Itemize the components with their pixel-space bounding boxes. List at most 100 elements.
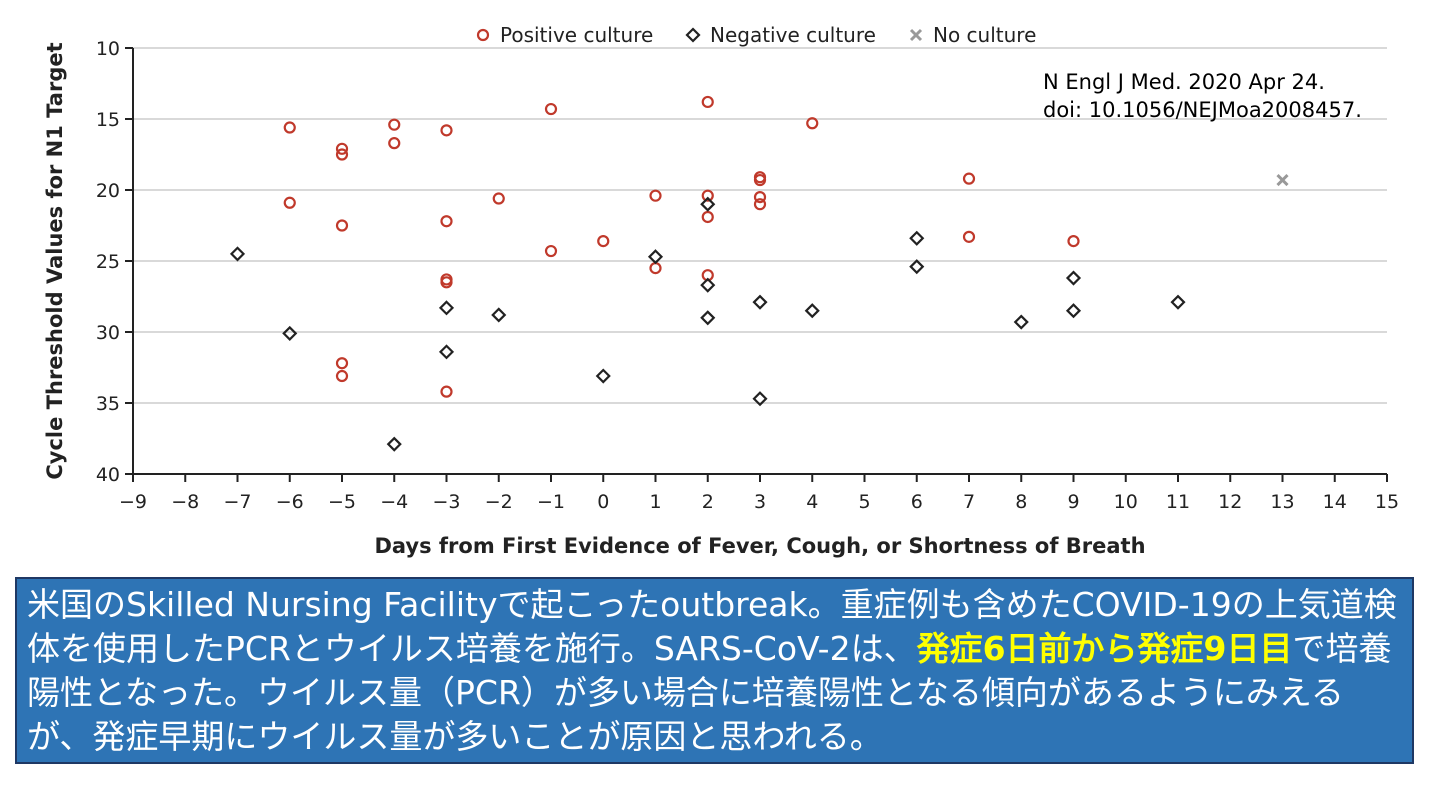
negative-culture-point [595, 368, 611, 384]
x-tick-label: 0 [597, 491, 609, 513]
y-tick-label: 20 [96, 180, 120, 202]
positive-culture-point [806, 117, 819, 130]
negative-culture-point [1013, 314, 1029, 330]
negative-culture-point [438, 344, 455, 360]
grid-lines [133, 47, 1387, 404]
negative-culture-point [229, 246, 246, 262]
no-culture-point [1276, 173, 1289, 187]
y-tick-label: 25 [96, 251, 120, 273]
negative-culture-point [700, 277, 716, 293]
x-tick-label: 6 [911, 491, 923, 513]
legend-negative-culture-marker [685, 27, 701, 43]
caption-text-2: で培養陽性となった。ウイルス量（PCR）が多い場合に培養陽性となる傾向があるよう… [27, 629, 1392, 756]
x-tick-label: −6 [276, 491, 304, 513]
positive-culture-point [1067, 235, 1080, 248]
legend-no-culture-label: No culture [933, 23, 1036, 47]
y-tick-label: 35 [96, 393, 120, 415]
citation: N Engl J Med. 2020 Apr 24. doi: 10.1056/… [1043, 68, 1362, 124]
negative-culture-point [700, 310, 716, 326]
y-tick-label: 10 [96, 38, 120, 60]
legend: Positive culture Negative culture No cultu… [476, 23, 1036, 47]
negative-culture-point [438, 300, 455, 316]
positive-culture-point [335, 369, 349, 383]
x-tick-label: 8 [1015, 491, 1027, 513]
x-tick-label: 4 [806, 491, 818, 513]
negative-culture-point [752, 391, 768, 407]
negative-culture-point [282, 325, 298, 341]
positive-culture-point [701, 210, 714, 224]
positive-culture-point [283, 121, 296, 134]
positive-culture-point [492, 192, 505, 205]
positive-culture-point [962, 230, 976, 243]
positive-culture-point [440, 124, 453, 137]
axes [125, 47, 1388, 482]
x-axis-label: Days from First Evidence of Fever, Cough… [374, 534, 1145, 558]
x-tick-label: 12 [1218, 491, 1242, 513]
negative-culture-point [491, 307, 507, 323]
positive-culture-point [649, 262, 662, 275]
citation-journal: N Engl J Med. 2020 Apr 24. [1043, 70, 1325, 94]
positive-culture-point [701, 189, 714, 202]
positive-culture-point [753, 198, 767, 211]
y-tick-label: 40 [96, 464, 120, 486]
positive-culture-point [440, 276, 453, 289]
x-tick-label: 11 [1166, 491, 1190, 513]
citation-doi: doi: 10.1056/NEJMoa2008457. [1043, 98, 1362, 122]
negative-culture-point [700, 196, 716, 212]
summary-caption: 米国のSkilled Nursing Facilityで起こったoutbreak… [15, 577, 1414, 764]
x-tick-label: −7 [223, 491, 251, 513]
x-tick-label: −9 [119, 491, 147, 513]
x-tick-label: 3 [754, 491, 766, 513]
positive-culture-point [388, 118, 401, 131]
x-tick-label: 9 [1067, 491, 1079, 513]
x-tick-label: −8 [171, 491, 199, 513]
x-stroke [1276, 173, 1289, 187]
x-tick-label: 13 [1270, 491, 1294, 513]
y-tick-labels: 10 15 20 25 30 35 40 [96, 38, 120, 486]
negative-culture-point [386, 436, 402, 452]
x-tick-labels: −9 −8 −7 −6 −5 −4 −3 −2 −1 0 1 2 3 4 5 6 7 8 9 10 11 12 13 14 15 [119, 491, 1399, 513]
y-tick-label: 30 [96, 322, 120, 344]
positive-culture-point [440, 385, 453, 398]
x-tick-label: 15 [1375, 491, 1399, 513]
negative-culture-point [909, 230, 925, 246]
negative-culture-point [1065, 303, 1082, 319]
x-tick-label: 7 [963, 491, 975, 513]
x-tick-label: −5 [328, 491, 356, 513]
positive-culture-point [544, 102, 558, 116]
legend-positive-culture-marker [476, 28, 490, 42]
negative-culture-point [909, 259, 925, 275]
positive-culture-point [701, 95, 714, 109]
x-tick-label: 14 [1323, 491, 1347, 513]
x-tick-label: −1 [537, 491, 565, 513]
positive-culture-point [753, 173, 767, 187]
positive-culture-point [753, 191, 767, 204]
y-axis-label: Cycle Threshold Values for N1 Target [43, 42, 67, 479]
legend-positive-culture-label: Positive culture [500, 23, 653, 47]
x-tick-label: −2 [485, 491, 513, 513]
negative-culture-point [1170, 294, 1186, 310]
x-stroke [909, 28, 923, 42]
x-tick-label: −4 [380, 491, 408, 513]
positive-culture-point [962, 172, 976, 185]
y-tick-label: 15 [96, 109, 120, 131]
caption-highlight: 発症6日前から発症9日目 [916, 629, 1293, 668]
negative-culture-point [752, 294, 768, 310]
positive-culture-point [335, 148, 349, 161]
positive-culture-point [335, 219, 349, 232]
scatter-chart: 10 15 20 25 30 35 40 −9 −8 −7 −6 −5 −4 −3 −2 −1 0 1 2 3 4 5 6… [43, 23, 1399, 558]
negative-culture-point [647, 249, 664, 265]
positive-culture-point [335, 142, 349, 155]
legend-negative-culture-label: Negative culture [710, 23, 876, 47]
x-tick-label: −3 [432, 491, 460, 513]
positive-culture-point [597, 235, 610, 248]
legend-no-culture-marker [909, 28, 923, 42]
positive-culture-point [388, 137, 401, 150]
negative-culture-point [804, 303, 820, 319]
positive-culture-point [544, 244, 558, 258]
data-points [229, 95, 1289, 452]
caption-text-1: 米国のSkilled Nursing Facilityで起こったoutbreak… [27, 585, 1397, 668]
positive-culture-point [440, 215, 453, 228]
negative-culture-point [1065, 270, 1082, 286]
x-tick-label: 5 [858, 491, 870, 513]
